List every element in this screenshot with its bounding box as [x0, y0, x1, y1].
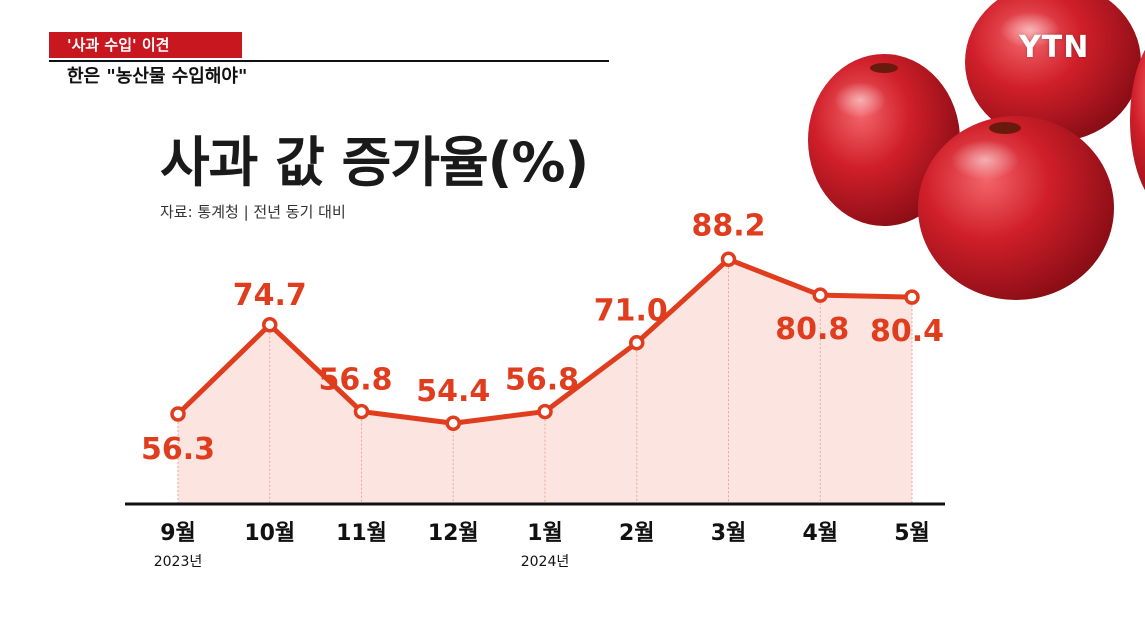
x-tick-label: 9월	[160, 521, 196, 546]
data-point	[812, 287, 828, 303]
data-point	[445, 415, 461, 431]
data-point	[904, 289, 920, 305]
x-tick-label: 5월	[894, 521, 930, 546]
data-label: 56.3	[141, 432, 215, 467]
data-label: 56.8	[318, 363, 392, 398]
x-tick-label: 4월	[802, 521, 838, 546]
chart-source: 자료: 통계청 | 전년 동기 대비	[160, 203, 346, 221]
x-tick-label: 12월	[428, 521, 479, 546]
ytn-logo: YTN	[1019, 30, 1090, 65]
apple-right-edge	[1130, 49, 1145, 191]
apple-front	[918, 116, 1114, 300]
x-tick-label: 3월	[711, 521, 747, 546]
year-label: 2023년	[154, 554, 203, 570]
x-tick-label: 11월	[336, 521, 387, 546]
year-label: 2024년	[521, 554, 570, 570]
chart-title: 사과 값 증가율(%)	[160, 131, 589, 194]
topic-bar: '사과 수입' 이견	[49, 32, 242, 58]
data-point	[353, 403, 370, 420]
x-tick-label: 2월	[619, 521, 655, 546]
data-label: 71.0	[594, 294, 668, 329]
data-point	[720, 251, 737, 268]
data-label: 56.8	[505, 363, 579, 398]
data-point	[262, 317, 278, 333]
data-point	[629, 334, 645, 351]
x-tick-label: 10월	[244, 521, 295, 546]
x-tick-label: 1월	[527, 521, 563, 546]
apple-back	[965, 0, 1141, 142]
data-point	[537, 403, 553, 420]
data-label: 74.7	[233, 278, 307, 313]
data-label: 80.4	[870, 314, 944, 349]
data-label: 54.4	[416, 374, 490, 409]
data-point	[170, 406, 186, 422]
data-label: 88.2	[691, 208, 765, 243]
data-label: 80.8	[775, 312, 849, 347]
headline: 한은 "농산물 수입해야"	[49, 60, 609, 90]
